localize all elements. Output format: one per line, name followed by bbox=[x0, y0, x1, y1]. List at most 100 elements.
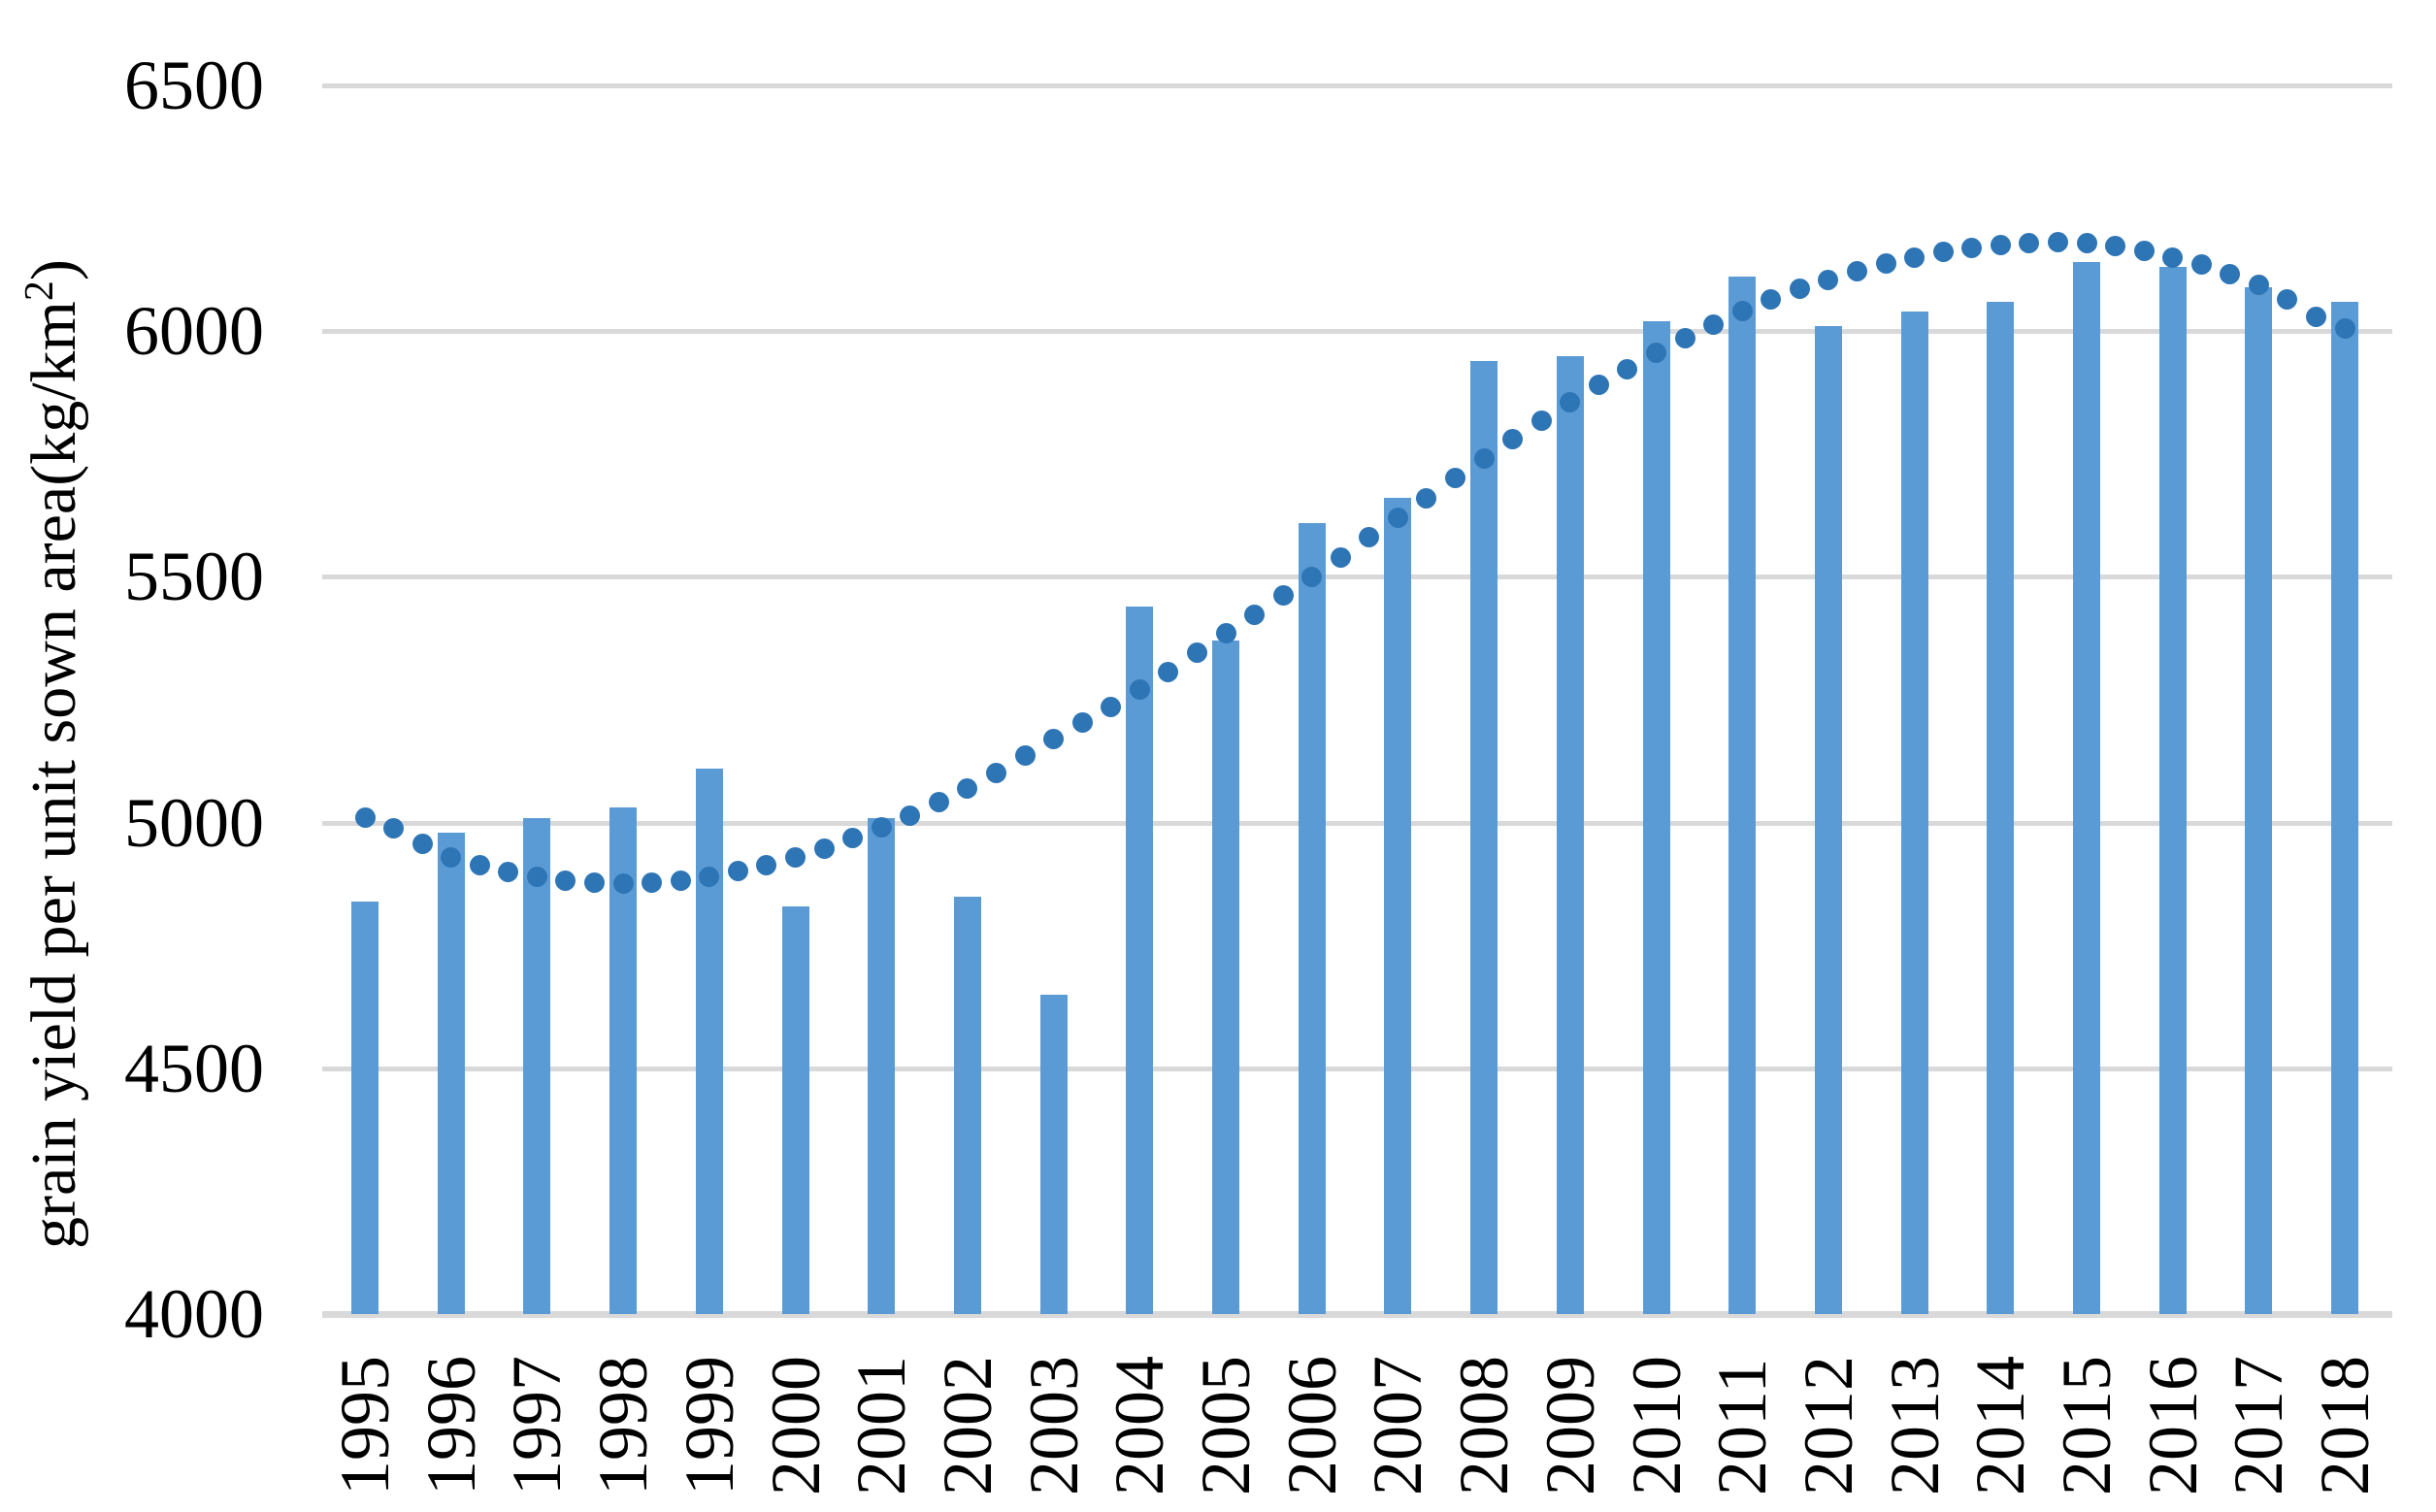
bar-2010 bbox=[1642, 321, 1670, 1314]
gridline-6500 bbox=[322, 83, 2392, 88]
trend-dot bbox=[2220, 263, 2241, 284]
trend-dot bbox=[1129, 679, 1150, 701]
trend-dot bbox=[1502, 429, 1524, 450]
x-tick-label-2012: 2012 bbox=[1789, 1356, 1867, 1496]
bar-2008 bbox=[1470, 360, 1498, 1314]
bar-2005 bbox=[1212, 641, 1239, 1314]
bar-2015 bbox=[2073, 262, 2100, 1314]
trend-dot bbox=[1531, 410, 1552, 431]
trend-dot bbox=[2306, 306, 2327, 327]
y-tick-label-4000: 4000 bbox=[124, 1275, 264, 1353]
trend-dot bbox=[699, 866, 720, 887]
trend-dot bbox=[1071, 712, 1093, 734]
trend-dot bbox=[1875, 253, 1896, 275]
bar-2016 bbox=[2158, 267, 2187, 1314]
trend-dot bbox=[1703, 313, 1725, 335]
bar-1999 bbox=[695, 768, 723, 1314]
x-tick-label-2002: 2002 bbox=[928, 1356, 1006, 1496]
trend-dot bbox=[813, 838, 835, 859]
bar-2017 bbox=[2245, 286, 2273, 1314]
trend-dot bbox=[1445, 468, 1466, 489]
bar-2013 bbox=[1900, 311, 1928, 1314]
x-tick-label-2015: 2015 bbox=[2048, 1356, 2125, 1496]
bar-2001 bbox=[868, 817, 896, 1314]
y-tick-label-6500: 6500 bbox=[124, 47, 264, 124]
trend-dot bbox=[842, 828, 864, 849]
x-tick-label-1996: 1996 bbox=[411, 1356, 490, 1496]
y-tick-label-6000: 6000 bbox=[124, 292, 264, 371]
x-tick-label-2006: 2006 bbox=[1272, 1356, 1351, 1496]
x-tick-label-2018: 2018 bbox=[2306, 1356, 2385, 1496]
trend-dot bbox=[1646, 343, 1666, 364]
trend-dot bbox=[2076, 232, 2097, 253]
trend-dot bbox=[1014, 745, 1036, 767]
trend-dot bbox=[1731, 301, 1753, 322]
trend-dot bbox=[1158, 661, 1179, 682]
x-tick-label-1999: 1999 bbox=[670, 1356, 748, 1496]
trend-dot bbox=[785, 846, 806, 868]
trend-dot bbox=[2248, 274, 2269, 295]
x-tick-label-1998: 1998 bbox=[584, 1356, 663, 1496]
trend-dot bbox=[584, 872, 606, 894]
trend-dot bbox=[2334, 318, 2355, 340]
trend-dot bbox=[1215, 623, 1236, 644]
trend-dot bbox=[1904, 247, 1926, 268]
trend-dot bbox=[1330, 546, 1351, 568]
trend-dot bbox=[526, 866, 547, 887]
trend-dot bbox=[1990, 235, 2011, 256]
x-tick-label-2010: 2010 bbox=[1617, 1356, 1695, 1496]
bar-1996 bbox=[437, 832, 465, 1314]
bar-2006 bbox=[1298, 522, 1326, 1314]
gridline-5000 bbox=[322, 820, 2392, 826]
trend-dot bbox=[354, 807, 376, 829]
trend-dot bbox=[1560, 392, 1581, 413]
bar-2018 bbox=[2331, 301, 2359, 1314]
x-tick-label-2013: 2013 bbox=[1875, 1356, 1954, 1496]
bar-2000 bbox=[781, 905, 809, 1314]
trend-dot bbox=[957, 777, 978, 799]
trend-dot bbox=[2277, 289, 2298, 311]
trend-dot bbox=[1272, 585, 1294, 607]
gridline-6000 bbox=[322, 329, 2392, 335]
y-tick-label-4500: 4500 bbox=[124, 1029, 264, 1107]
x-tick-label-2000: 2000 bbox=[756, 1356, 835, 1496]
bar-2009 bbox=[1556, 355, 1584, 1314]
trend-dot bbox=[1186, 641, 1207, 663]
bar-1997 bbox=[523, 817, 551, 1314]
x-tick-label-2017: 2017 bbox=[2220, 1356, 2298, 1496]
trend-dot bbox=[928, 792, 949, 813]
bar-2003 bbox=[1039, 994, 1068, 1314]
trend-dot bbox=[383, 818, 405, 839]
trend-dot bbox=[1387, 508, 1408, 529]
trend-dot bbox=[1789, 279, 1810, 300]
trend-dot bbox=[900, 805, 921, 826]
trend-dot bbox=[469, 855, 490, 876]
x-tick-label-2005: 2005 bbox=[1187, 1356, 1265, 1496]
x-tick-label-2003: 2003 bbox=[1014, 1356, 1093, 1496]
x-tick-label-1997: 1997 bbox=[498, 1356, 576, 1496]
trend-dot bbox=[2133, 241, 2155, 262]
bar-1995 bbox=[351, 901, 379, 1314]
trend-dot bbox=[1846, 260, 1867, 281]
trend-dot bbox=[727, 861, 748, 882]
trend-dot bbox=[756, 854, 777, 875]
trend-dot bbox=[2019, 232, 2040, 253]
trend-dot bbox=[871, 817, 892, 838]
trend-dot bbox=[1674, 328, 1695, 349]
bar-2011 bbox=[1728, 277, 1757, 1314]
y-tick-label-5500: 5500 bbox=[124, 538, 264, 616]
trend-dot bbox=[642, 872, 663, 894]
gridline-4500 bbox=[322, 1066, 2392, 1071]
trend-dot bbox=[1761, 289, 1782, 311]
trend-dot bbox=[1301, 566, 1323, 587]
trend-dot bbox=[498, 861, 519, 882]
x-tick-label-2001: 2001 bbox=[842, 1356, 921, 1496]
x-tick-label-2016: 2016 bbox=[2133, 1356, 2212, 1496]
gridline-5500 bbox=[322, 575, 2392, 580]
x-tick-label-2011: 2011 bbox=[1703, 1358, 1782, 1496]
trend-dot bbox=[2047, 231, 2068, 252]
x-tick-label-2004: 2004 bbox=[1101, 1356, 1179, 1496]
x-axis-line bbox=[322, 1311, 2392, 1318]
trend-dot bbox=[1588, 375, 1609, 396]
